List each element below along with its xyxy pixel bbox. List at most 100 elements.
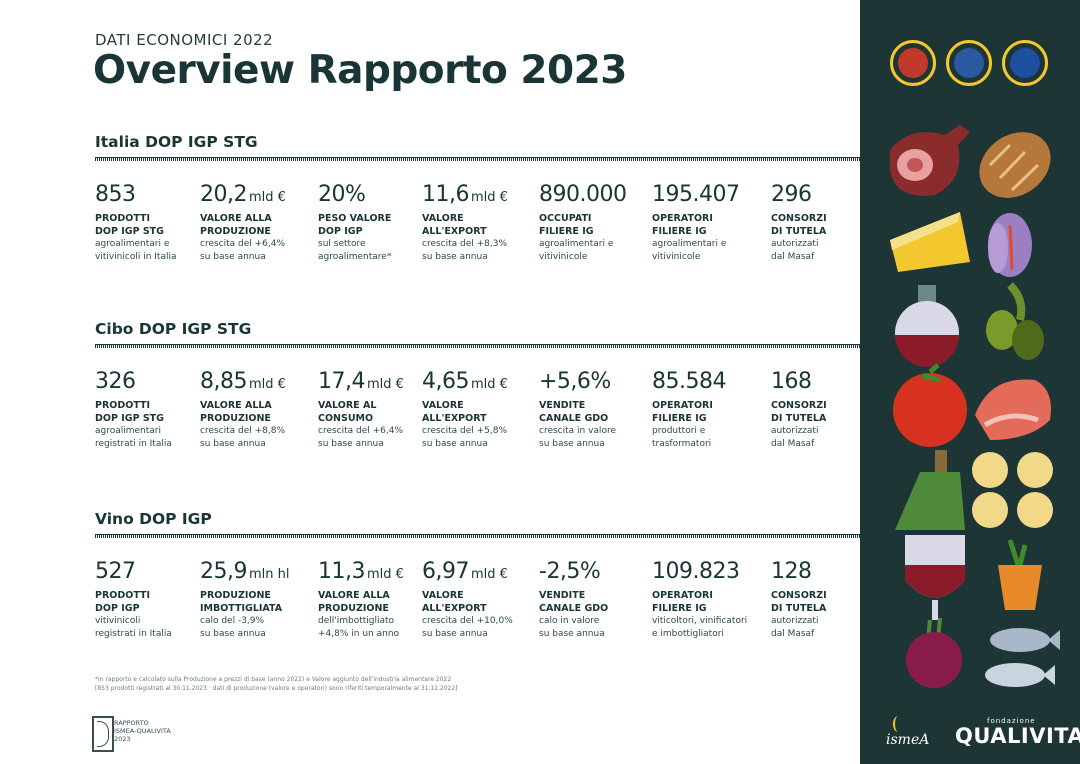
stat-number: 11,3 mld € <box>318 559 404 584</box>
stat-number: 20,2 mld € <box>200 182 286 207</box>
stat-label: CONSORZI DI TUTELA <box>771 400 827 424</box>
saffron-flower-icon <box>988 213 1032 277</box>
stats-row: 853 PRODOTTI DOP IGP STG agroalimentari … <box>95 183 860 283</box>
stat-number: 6,97 mld € <box>422 559 508 584</box>
stat-label: VALORE ALL'EXPORT <box>422 213 487 237</box>
stat-vendite-gdo: +5,6% VENDITE CANALE GDO crescita in val… <box>539 370 654 450</box>
footnote: *in rapporto e calcolato sulla Produzion… <box>95 676 458 692</box>
dop-seal-icon <box>890 40 936 86</box>
stats-row: 326 PRODOTTI DOP IGP STG agroalimentari … <box>95 370 860 470</box>
stat-label: VALORE ALLA PRODUZIONE <box>200 213 272 237</box>
section-cibo: Cibo DOP IGP STG 326 PRODOTTI DOP IGP ST… <box>95 320 860 470</box>
stat-desc: crescita in valore su base annua <box>539 426 616 449</box>
beet-icon <box>906 617 962 688</box>
stat-label: PESO VALORE DOP IGP <box>318 213 392 237</box>
stat-label: OPERATORI FILIERE IG <box>652 213 713 237</box>
stat-export: 4,65 mld € VALORE ALL'EXPORT crescita del… <box>422 370 537 450</box>
stat-prodotti: 326 PRODOTTI DOP IGP STG agroalimentari … <box>95 370 210 450</box>
fish-icon <box>985 628 1060 687</box>
stat-desc: calo del -3,9% su base annua <box>200 616 266 639</box>
stg-seal-icon <box>946 40 992 86</box>
stat-valore-produzione: 11,3 mld € VALORE ALLA PRODUZIONE dell'im… <box>318 560 433 640</box>
stat-prodotti: 527 PRODOTTI DOP IGP vitivinicoli regist… <box>95 560 210 640</box>
stat-vendite-gdo: -2,5% VENDITE CANALE GDO calo in valore … <box>539 560 654 640</box>
stat-number: -2,5% <box>539 559 601 584</box>
stat-produzione-imbottigliata: 25,9 mln hl PRODUZIONE IMBOTTIGLIATA calo… <box>200 560 315 640</box>
section-title: Cibo DOP IGP STG <box>95 320 252 338</box>
carrot-icon <box>998 539 1042 610</box>
food-illustrations <box>890 125 1060 688</box>
section-rule <box>95 157 860 161</box>
stat-label: VALORE ALL'EXPORT <box>422 590 487 614</box>
stat-number: 853 <box>95 182 136 207</box>
stat-label: VENDITE CANALE GDO <box>539 590 609 614</box>
stat-number: 20% <box>318 182 366 207</box>
stat-label: PRODUZIONE IMBOTTIGLIATA <box>200 590 283 614</box>
stat-number: 527 <box>95 559 136 584</box>
report-logo-text: RAPPORTO ISMEA-QUALIVITA 2023 <box>114 719 171 743</box>
stat-label: OPERATORI FILIERE IG <box>652 400 713 424</box>
stat-label: OPERATORI FILIERE IG <box>652 590 713 614</box>
olives-icon <box>986 282 1044 360</box>
stat-number: +5,6% <box>539 369 611 394</box>
stat-label: VALORE ALL'EXPORT <box>422 400 487 424</box>
steak-icon <box>975 379 1051 440</box>
stat-label: PRODOTTI DOP IGP STG <box>95 400 164 424</box>
stat-number: 4,65 mld € <box>422 369 508 394</box>
stat-export: 6,97 mld € VALORE ALL'EXPORT crescita del… <box>422 560 537 640</box>
stat-desc: autorizzati dal Masaf <box>771 616 819 639</box>
stat-operatori: 109.823 OPERATORI FILIERE IG viticoltori… <box>652 560 767 640</box>
stat-label: VALORE AL CONSUMO <box>318 400 377 424</box>
stat-desc: autorizzati dal Masaf <box>771 426 819 449</box>
stat-number: 128 <box>771 559 812 584</box>
stat-desc: crescita del +8,8% su base annua <box>200 426 286 449</box>
stat-peso-valore: 20% PESO VALORE DOP IGP sul settore agro… <box>318 183 433 263</box>
section-title: Vino DOP IGP <box>95 510 212 528</box>
stat-label: VALORE ALLA PRODUZIONE <box>200 400 272 424</box>
stat-number: 109.823 <box>652 559 740 584</box>
stat-desc: crescita del +10,0% su base annua <box>422 616 513 639</box>
stat-valore-consumo: 17,4 mld € VALORE AL CONSUMO crescita del… <box>318 370 433 450</box>
pasta-icon <box>970 450 1055 530</box>
stat-valore-produzione: 20,2 mld € VALORE ALLA PRODUZIONE crescit… <box>200 183 315 263</box>
stat-desc: agroalimentari registrati in Italia <box>95 426 172 449</box>
stat-desc: produttori e trasformatori <box>652 426 712 449</box>
bread-icon <box>979 132 1051 198</box>
stat-number: 195.407 <box>652 182 740 207</box>
report-logo: RAPPORTO ISMEA-QUALIVITA 2023 <box>92 716 172 756</box>
ismea-logo: ismeA <box>886 732 930 748</box>
page-title: Overview Rapporto 2023 <box>93 48 627 93</box>
stat-valore-produzione: 8,85 mld € VALORE ALLA PRODUZIONE crescit… <box>200 370 315 450</box>
qualivita-text: QUALIVITA <box>955 724 1080 748</box>
stat-desc: dell'imbottigliato +4,8% in un anno <box>318 616 400 639</box>
stat-number: 296 <box>771 182 812 207</box>
stat-label: VALORE ALLA PRODUZIONE <box>318 590 390 614</box>
section-title: Italia DOP IGP STG <box>95 133 258 151</box>
stat-prodotti: 853 PRODOTTI DOP IGP STG agroalimentari … <box>95 183 210 263</box>
section-rule <box>95 344 860 348</box>
stat-label: CONSORZI DI TUTELA <box>771 213 827 237</box>
report-logo-mark <box>92 716 114 752</box>
stat-occupati: 890.000 OCCUPATI FILIERE IG agroalimenta… <box>539 183 654 263</box>
qualivita-logo: fondazione QUALIVITA <box>955 717 1080 748</box>
stat-number: 17,4 mld € <box>318 369 404 394</box>
stat-operatori: 85.584 OPERATORI FILIERE IG produttori e… <box>652 370 767 450</box>
stat-operatori: 195.407 OPERATORI FILIERE IG agroaliment… <box>652 183 767 263</box>
stat-number: 890.000 <box>539 182 627 207</box>
stats-row: 527 PRODOTTI DOP IGP vitivinicoli regist… <box>95 560 860 660</box>
stat-desc: viticoltori, vinificatori e imbottigliat… <box>652 616 748 639</box>
stat-label: VENDITE CANALE GDO <box>539 400 609 424</box>
page-kicker: DATI ECONOMICI 2022 <box>95 31 274 49</box>
cheese-icon <box>890 212 970 272</box>
stat-desc: agroalimentari e vitivinicole <box>652 239 727 262</box>
green-bottle-icon <box>895 450 965 530</box>
stat-export: 11,6 mld € VALORE ALL'EXPORT crescita del… <box>422 183 537 263</box>
qualivita-small-text: fondazione <box>987 717 1036 725</box>
stat-desc: crescita del +6,4% su base annua <box>200 239 286 262</box>
stat-number: 326 <box>95 369 136 394</box>
tomato-icon <box>893 363 967 447</box>
section-rule <box>95 534 860 538</box>
section-vino: Vino DOP IGP 527 PRODOTTI DOP IGP vitivi… <box>95 510 860 660</box>
ismea-wheat-icon <box>893 716 903 732</box>
